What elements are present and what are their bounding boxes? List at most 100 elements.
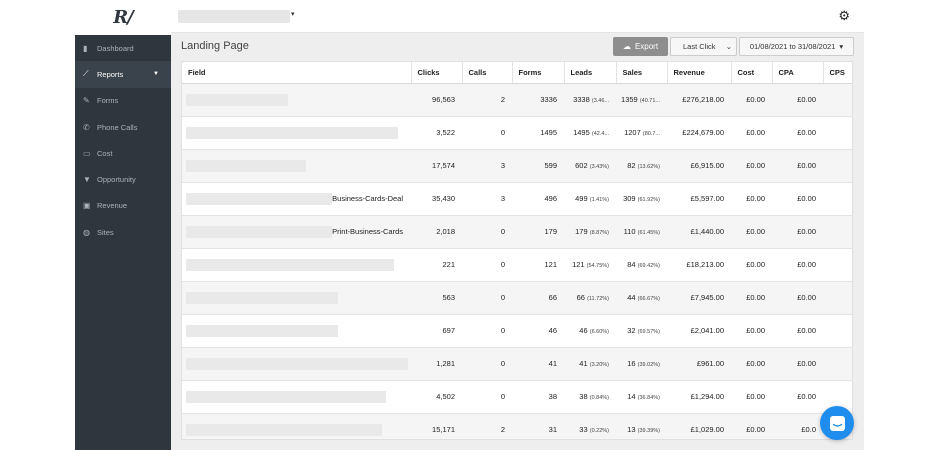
- cell-revenue: £1,440.00: [667, 215, 731, 249]
- page-title: Landing Page: [181, 40, 249, 52]
- cell-field: [182, 314, 411, 348]
- cell-cpa: £0.00: [772, 281, 823, 315]
- cell-sales-value: 1207: [624, 128, 641, 137]
- sidebar-item-revenue[interactable]: ▣ Revenue: [75, 193, 171, 219]
- cell-calls: 0: [462, 116, 512, 150]
- table-row[interactable]: 3,522 0 1495 1495 (42.4... 1207 (80.7... £224…: [182, 116, 852, 150]
- gear-icon[interactable]: ⚙: [838, 8, 850, 23]
- cell-leads: 499 (1.41%): [564, 182, 616, 216]
- caret-down-icon[interactable]: ▼: [153, 71, 159, 78]
- table-row[interactable]: Business-Cards-Deal 35,430 3 496 499 (1.41%)…: [182, 182, 852, 216]
- cell-cps: [823, 248, 852, 282]
- column-header-revenue[interactable]: Revenue: [667, 62, 732, 84]
- sidebar-item-reports[interactable]: ⟋ Reports ▼: [75, 61, 171, 88]
- cell-sales: 16 (39.02%): [616, 347, 667, 381]
- cell-cost: £0.00: [731, 413, 772, 439]
- table-row[interactable]: 17,574 3 599 602 (3.43%) 82 (13.62%) £6,915.0…: [182, 149, 852, 183]
- cell-sales: 1207 (80.7...: [616, 116, 667, 150]
- cell-forms: 3336: [512, 83, 564, 117]
- site-selector[interactable]: [178, 10, 290, 23]
- sidebar-item-sites[interactable]: ◍ Sites: [75, 219, 171, 245]
- cell-field: [182, 149, 411, 183]
- sidebar-item-label: Revenue: [97, 201, 128, 211]
- cell-field: [182, 380, 411, 414]
- table-body: 96,563 2 3336 3338 (3.46... 1359 (40.71... £2…: [182, 83, 852, 439]
- cell-cpa: £0.00: [772, 314, 823, 348]
- cell-field: [182, 248, 411, 282]
- cell-leads-percent: (8.87%): [589, 230, 609, 236]
- column-header-cpa[interactable]: CPA: [772, 62, 824, 84]
- caret-down-icon[interactable]: ▾: [291, 11, 295, 18]
- logo[interactable]: R/: [75, 0, 171, 35]
- cell-forms: 496: [512, 182, 564, 216]
- sidebar-item-opportunity[interactable]: ▼ Opportunity: [75, 166, 171, 192]
- table-row[interactable]: 697 0 46 46 (6.60%) 32 (69.57%) £2,041.00 £0.0…: [182, 314, 852, 348]
- table-row[interactable]: 96,563 2 3336 3338 (3.46... 1359 (40.71... £2…: [182, 83, 852, 117]
- sidebar-item-dashboard[interactable]: ▮ Dashboard: [75, 35, 171, 61]
- cell-field: [182, 116, 411, 150]
- date-range-picker[interactable]: 01/08/2021 to 31/08/2021 ▾: [739, 37, 854, 56]
- cell-clicks: 96,563: [411, 83, 462, 117]
- sidebar-item-label: Opportunity: [97, 175, 136, 185]
- table-row[interactable]: 563 0 66 66 (11.72%) 44 (66.67%) £7,945.00 £0.…: [182, 281, 852, 315]
- cell-field: Print-Business-Cards: [182, 215, 411, 249]
- cell-leads: 46 (6.60%): [564, 314, 616, 348]
- table-row[interactable]: 221 0 121 121 (54.75%) 84 (69.42%) £18,213.00…: [182, 248, 852, 282]
- sidebar-item-cost[interactable]: ▭ Cost: [75, 140, 171, 166]
- cell-cpa: £0.00: [772, 149, 823, 183]
- cell-forms: 66: [512, 281, 564, 315]
- cell-cps: [823, 347, 852, 381]
- redacted-text: [186, 192, 332, 205]
- cell-forms: 46: [512, 314, 564, 348]
- attribution-value: Last Click: [683, 42, 716, 51]
- table-row[interactable]: Print-Business-Cards 2,018 0 179 179 (8.87%)…: [182, 215, 852, 249]
- table-row[interactable]: 4,502 0 38 38 (0.84%) 14 (36.84%) £1,294.00 £0…: [182, 380, 852, 414]
- cell-clicks: 1,281: [411, 347, 462, 381]
- column-header-clicks[interactable]: Clicks: [411, 62, 463, 84]
- cell-sales-value: 309: [623, 194, 636, 203]
- cell-sales-value: 110: [623, 227, 636, 236]
- chat-button[interactable]: [820, 406, 854, 440]
- cell-field: [182, 281, 411, 315]
- redacted-text: [186, 93, 288, 106]
- cell-leads-value: 121: [572, 260, 585, 269]
- cell-sales-value: 14: [627, 392, 636, 401]
- report-table-container[interactable]: Field Clicks Calls Forms Leads Sales Revenue Co…: [181, 61, 853, 440]
- table-row[interactable]: 15,171 2 31 33 (0.22%) 13 (39.39%) £1,029.00 £…: [182, 413, 852, 439]
- attribution-select[interactable]: Last Click ⌄: [670, 37, 737, 56]
- cell-leads-percent: (3.46...: [591, 98, 609, 104]
- chevron-down-icon: ⌄: [725, 42, 732, 51]
- column-header-calls[interactable]: Calls: [462, 62, 513, 84]
- cell-calls: 3: [462, 149, 512, 183]
- cell-sales: 84 (69.42%): [616, 248, 667, 282]
- column-header-field[interactable]: Field: [182, 62, 412, 84]
- cell-sales-percent: (39.39%): [637, 428, 660, 434]
- sidebar-item-label: Sites: [97, 227, 114, 237]
- column-header-forms[interactable]: Forms: [512, 62, 565, 84]
- table-row[interactable]: 1,281 0 41 41 (3.20%) 16 (39.02%) £961.00 £0.0…: [182, 347, 852, 381]
- filter-icon: ▼: [83, 175, 91, 185]
- column-header-cps[interactable]: CPS: [823, 62, 852, 84]
- field-text: Business-Cards-Deal: [332, 193, 403, 203]
- cell-forms: 31: [512, 413, 564, 439]
- logo-text: R/: [113, 7, 134, 28]
- sidebar-item-forms[interactable]: ✎ Forms: [75, 88, 171, 114]
- cell-revenue: £18,213.00: [667, 248, 731, 282]
- column-header-sales[interactable]: Sales: [616, 62, 668, 84]
- redacted-text: [186, 357, 408, 370]
- cell-revenue: £7,945.00: [667, 281, 731, 315]
- column-header-cost[interactable]: Cost: [731, 62, 773, 84]
- cell-clicks: 563: [411, 281, 462, 315]
- field-text: Print-Business-Cards: [332, 226, 403, 236]
- cell-calls: 0: [462, 380, 512, 414]
- cell-sales: 13 (39.39%): [616, 413, 667, 439]
- cell-leads: 3338 (3.46...: [564, 83, 616, 117]
- cell-clicks: 15,171: [411, 413, 462, 439]
- cell-leads: 33 (0.22%): [564, 413, 616, 439]
- cell-cost: £0.00: [731, 182, 772, 216]
- cell-sales-value: 1359: [621, 95, 638, 104]
- export-button[interactable]: ☁ Export: [613, 37, 668, 56]
- sidebar-item-phone-calls[interactable]: ✆ Phone Calls: [75, 114, 171, 140]
- column-header-leads[interactable]: Leads: [564, 62, 617, 84]
- cell-cost: £0.00: [731, 380, 772, 414]
